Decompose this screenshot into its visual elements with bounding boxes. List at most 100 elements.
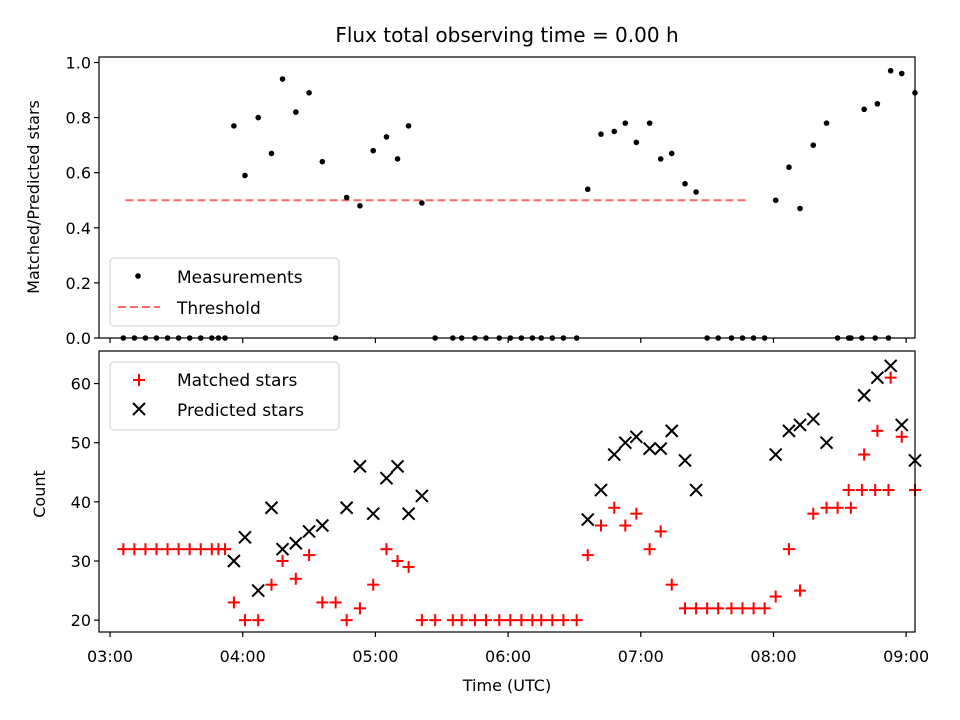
measurement-point: [668, 150, 675, 157]
matched-star-point: [895, 430, 908, 443]
measurement-point: [622, 120, 629, 126]
measurement-point: [357, 202, 363, 209]
measurement-point: [394, 156, 401, 162]
predicted-star-point: [793, 418, 807, 432]
matched-star-point: [701, 602, 714, 615]
matched-star-point: [712, 602, 725, 615]
legend-threshold-label: Threshold: [176, 299, 261, 319]
bottom-legend-frame: [109, 361, 340, 431]
predicted-star-point: [653, 441, 668, 456]
predicted-star-point: [415, 489, 429, 503]
matched-star-point: [546, 614, 559, 627]
matched-star-point: [493, 614, 506, 627]
measurement-point: [823, 120, 830, 126]
measurement-point: [772, 197, 779, 204]
top-y-axis-label: Matched/Predicted stars: [24, 100, 43, 294]
matched-star-point: [367, 578, 380, 591]
top-y-tick-label: 0.0: [66, 329, 91, 348]
matched-star-point: [219, 543, 232, 556]
matched-star-point: [194, 543, 207, 556]
predicted-star-point: [642, 441, 657, 456]
top-x-ticks: [109, 338, 907, 343]
matched-star-point: [608, 501, 621, 514]
legend-measurements-marker: [135, 273, 141, 279]
predicted-star-point: [401, 506, 416, 521]
legend-measurements-label: Measurements: [177, 268, 303, 288]
matched-star-point: [654, 525, 667, 538]
matched-star-point: [252, 614, 265, 627]
x-tick-label: 05:00: [352, 647, 398, 666]
matched-star-point: [630, 507, 643, 520]
bottom-y-tick-label: 30: [71, 552, 91, 571]
predicted-star-point: [315, 518, 330, 533]
matched-star-point: [161, 543, 174, 556]
matched-star-point: [884, 371, 897, 384]
measurement-point: [810, 142, 817, 148]
predicted-star-point: [678, 453, 692, 468]
predicted-star-point: [264, 501, 279, 515]
predicted-star-point: [629, 430, 644, 444]
top-y-tick-label: 0.2: [66, 274, 91, 293]
matched-star-point: [807, 507, 820, 520]
matched-star-point: [276, 555, 289, 568]
matched-star-point: [227, 596, 240, 609]
matched-star-point: [172, 543, 185, 556]
predicted-star-point: [390, 459, 405, 474]
measurement-point: [419, 200, 425, 206]
predicted-star-point: [768, 447, 783, 462]
bottom-x-ticks: 03:00 04:00 05:00 06:00 07:00 08:00 09:00: [87, 632, 929, 666]
matched-star-point: [150, 543, 163, 556]
predicted-star-point: [581, 512, 595, 527]
matched-star-point: [690, 602, 703, 615]
top-legend-frame: [109, 257, 340, 327]
matched-star-point: [316, 596, 329, 609]
measurement-point: [242, 172, 248, 179]
top-y-tick-label: 0.4: [66, 219, 91, 238]
predicted-star-point: [379, 471, 394, 485]
top-y-tick-label: 0.6: [66, 164, 91, 183]
matched-star-point: [858, 448, 871, 461]
matched-star-point: [871, 424, 884, 437]
matched-star-point: [402, 560, 415, 573]
bottom-y-axis-label: Count: [30, 470, 49, 518]
x-tick-label: 07:00: [618, 647, 664, 666]
matched-star-point: [340, 614, 353, 627]
measurement-point: [633, 139, 640, 146]
bottom-y-ticks: 20 30 40 50 60: [71, 375, 99, 630]
matched-star-point: [557, 614, 570, 627]
x-tick-label: 04:00: [220, 647, 266, 666]
predicted-star-point: [275, 542, 290, 556]
measurement-point: [786, 164, 792, 170]
predicted-star-point: [302, 524, 316, 539]
predicted-star-point: [806, 412, 820, 426]
matched-star-point: [820, 501, 833, 514]
bottom-legend: Matched stars Predicted stars: [109, 361, 340, 431]
legend-predicted-marker: [132, 402, 146, 416]
measurement-point: [682, 180, 688, 187]
predicted-star-point: [607, 447, 621, 462]
matched-star-point: [769, 590, 782, 603]
predicted-star-point: [689, 483, 703, 497]
legend-predicted-label: Predicted stars: [177, 401, 304, 421]
matched-star-point: [289, 572, 302, 585]
measurement-point: [887, 67, 894, 74]
matched-star-point: [353, 602, 366, 615]
matched-star-point: [594, 519, 607, 532]
matched-star-point: [265, 578, 278, 591]
matched-star-point: [831, 501, 844, 514]
matched-star-point: [535, 614, 548, 627]
predicted-star-point: [339, 501, 354, 515]
matched-star-point: [380, 543, 393, 556]
matched-star-point: [725, 602, 738, 615]
x-tick-label: 09:00: [883, 647, 929, 666]
matched-star-point: [117, 543, 130, 556]
measurement-point: [343, 194, 350, 201]
matched-star-point: [479, 614, 492, 627]
matched-star-point: [455, 614, 468, 627]
matched-star-point: [747, 602, 760, 615]
matched-star-point: [844, 501, 857, 514]
top-panel: 0.0 0.2 0.4 0.6 0.8 1.0 Measurements Threshol…: [66, 54, 918, 348]
predicted-star-point: [870, 370, 885, 385]
